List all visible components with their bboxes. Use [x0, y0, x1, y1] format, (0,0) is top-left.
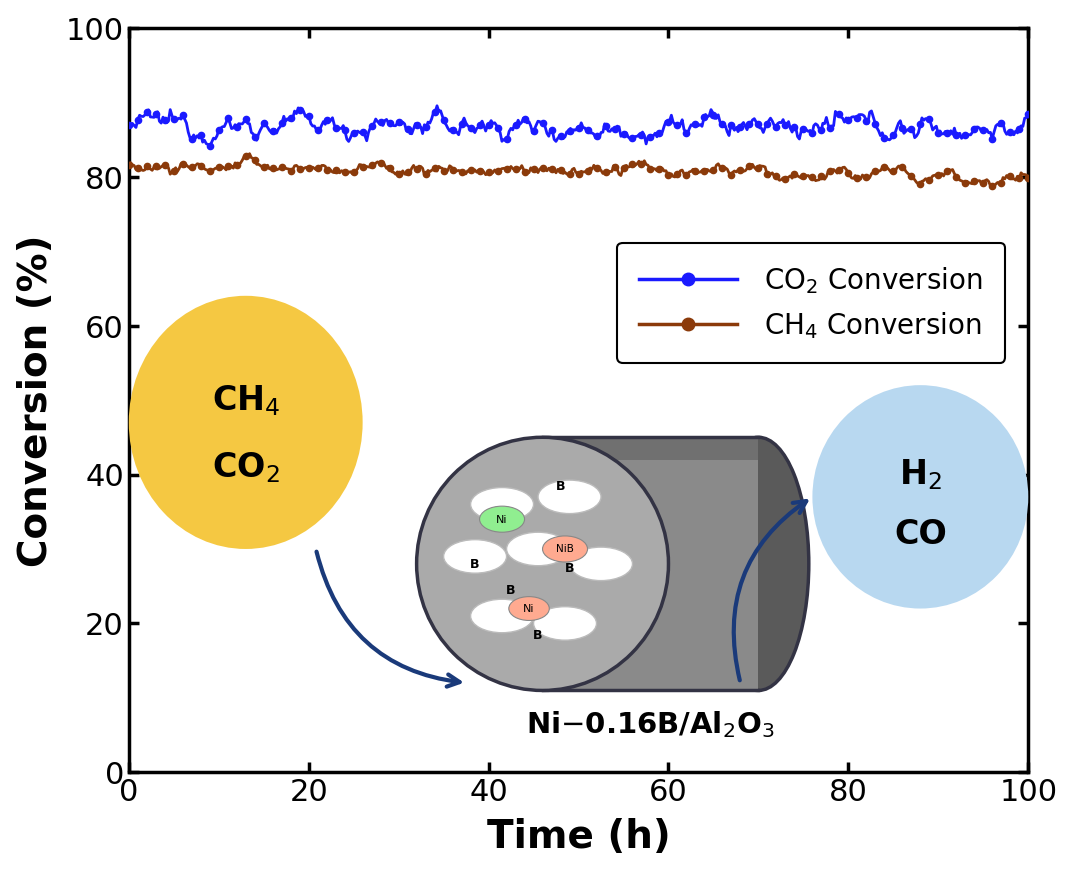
Ellipse shape — [509, 596, 549, 621]
Polygon shape — [542, 438, 758, 691]
Ellipse shape — [480, 507, 524, 533]
Ellipse shape — [507, 533, 569, 566]
Ellipse shape — [812, 385, 1028, 609]
Ellipse shape — [470, 487, 534, 521]
Ellipse shape — [444, 540, 507, 573]
Text: CH$_4$: CH$_4$ — [212, 383, 280, 418]
Text: B: B — [506, 583, 516, 596]
Text: CO: CO — [894, 518, 946, 551]
Polygon shape — [542, 438, 758, 460]
Ellipse shape — [569, 548, 633, 581]
Ellipse shape — [417, 438, 668, 691]
Ellipse shape — [708, 438, 809, 691]
Text: B: B — [565, 562, 575, 575]
Text: B: B — [555, 480, 565, 493]
Ellipse shape — [534, 607, 596, 640]
Text: NiB: NiB — [556, 544, 574, 554]
Text: Ni: Ni — [523, 603, 535, 614]
Ellipse shape — [542, 536, 587, 562]
Text: CO$_2$: CO$_2$ — [212, 450, 279, 485]
X-axis label: Time (h): Time (h) — [487, 817, 670, 855]
Legend: CO$_2$ Conversion, CH$_4$ Conversion: CO$_2$ Conversion, CH$_4$ Conversion — [618, 243, 1005, 363]
Ellipse shape — [538, 480, 601, 514]
Ellipse shape — [129, 296, 363, 549]
Text: Ni: Ni — [496, 514, 508, 524]
Y-axis label: Conversion (%): Conversion (%) — [17, 234, 55, 567]
Text: B: B — [534, 628, 542, 641]
Text: H$_2$: H$_2$ — [899, 458, 942, 492]
Ellipse shape — [470, 599, 534, 633]
Text: Ni$-$0.16B/Al$_2$O$_3$: Ni$-$0.16B/Al$_2$O$_3$ — [526, 709, 774, 740]
Text: B: B — [470, 557, 480, 570]
